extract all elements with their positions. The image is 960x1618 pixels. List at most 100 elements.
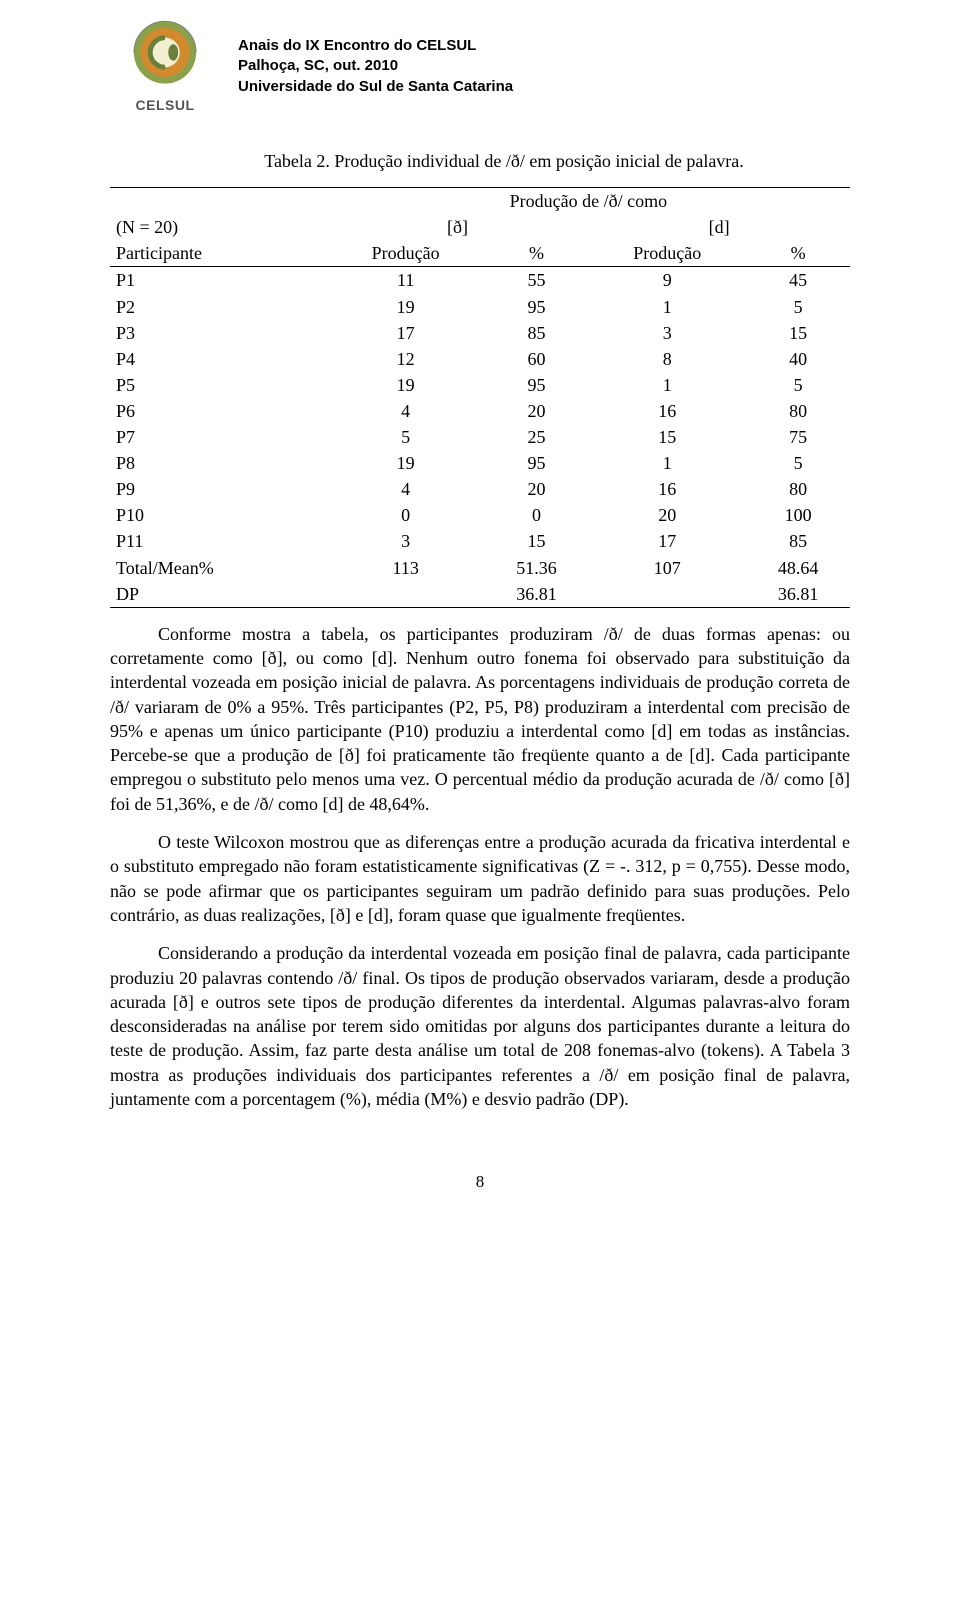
total-prod-d: 107 [588, 555, 746, 581]
table-cell: 75 [746, 424, 850, 450]
table-cell: P3 [110, 320, 327, 346]
table-row: P5199515 [110, 372, 850, 398]
table-row: P94201680 [110, 476, 850, 502]
table-cell: 15 [746, 320, 850, 346]
dp-prod-d [588, 581, 746, 608]
table-cell: 8 [588, 346, 746, 372]
logo-label: CELSUL [136, 96, 195, 115]
paragraph-1: Conforme mostra a tabela, os participant… [110, 622, 850, 816]
n-label: (N = 20) [110, 214, 327, 240]
table-cell: 80 [746, 476, 850, 502]
table-cell: 17 [327, 320, 485, 346]
sub-pct-eth: % [485, 240, 589, 267]
table-row: P64201680 [110, 398, 850, 424]
table-cell: 95 [485, 294, 589, 320]
table-row: P8199515 [110, 450, 850, 476]
institution-block: Anais do IX Encontro do CELSUL Palhoça, … [238, 36, 513, 97]
table-cell: 45 [746, 267, 850, 294]
table-row: P2199515 [110, 294, 850, 320]
table-cell: 20 [485, 398, 589, 424]
sub-prod-d: Produção [588, 240, 746, 267]
col-eth: [ð] [327, 214, 589, 240]
table-cell: P9 [110, 476, 327, 502]
inst-line-2: Palhoça, SC, out. 2010 [238, 56, 513, 76]
table-cell: P10 [110, 502, 327, 528]
total-pct-d: 48.64 [746, 555, 850, 581]
dp-row: DP 36.81 36.81 [110, 581, 850, 608]
table-cell: P4 [110, 346, 327, 372]
table-cell: 4 [327, 398, 485, 424]
table-cell: 60 [485, 346, 589, 372]
table-cell: 95 [485, 372, 589, 398]
table-cell: 1 [588, 372, 746, 398]
table-cell: 0 [327, 502, 485, 528]
table-cell: 11 [327, 267, 485, 294]
totals-row: Total/Mean% 113 51.36 107 48.64 [110, 555, 850, 581]
table-cell: 3 [327, 528, 485, 554]
table-cell: 17 [588, 528, 746, 554]
dp-pct-eth: 36.81 [485, 581, 589, 608]
table-cell: 20 [485, 476, 589, 502]
table-cell: 16 [588, 476, 746, 502]
total-prod-eth: 113 [327, 555, 485, 581]
paragraph-3: Considerando a produção da interdental v… [110, 941, 850, 1111]
col-group-row: (N = 20) [ð] [d] [110, 214, 850, 240]
table-cell: 3 [588, 320, 746, 346]
sub-participante: Participante [110, 240, 327, 267]
table-row: P41260840 [110, 346, 850, 372]
subheader-row: Participante Produção % Produção % [110, 240, 850, 267]
logo: CELSUL [110, 18, 220, 115]
table-cell: 20 [588, 502, 746, 528]
table-cell: 9 [588, 267, 746, 294]
page-header: CELSUL Anais do IX Encontro do CELSUL Pa… [110, 18, 850, 115]
table-cell: P8 [110, 450, 327, 476]
dp-prod-eth [327, 581, 485, 608]
table-cell: 16 [588, 398, 746, 424]
table-cell: 80 [746, 398, 850, 424]
table-cell: 1 [588, 450, 746, 476]
table-row: P31785315 [110, 320, 850, 346]
table-row: P11155945 [110, 267, 850, 294]
table-cell: 5 [746, 450, 850, 476]
table-cell: 5 [746, 294, 850, 320]
table-cell: 19 [327, 294, 485, 320]
table-cell: 85 [746, 528, 850, 554]
group-header: Produção de /ð/ como [327, 188, 850, 215]
table-cell: 19 [327, 372, 485, 398]
table-cell: P7 [110, 424, 327, 450]
sub-pct-d: % [746, 240, 850, 267]
page-number: 8 [110, 1171, 850, 1194]
total-label: Total/Mean% [110, 555, 327, 581]
table-cell: 100 [746, 502, 850, 528]
table-cell: P11 [110, 528, 327, 554]
table-cell: 55 [485, 267, 589, 294]
table-caption: Tabela 2. Produção individual de /ð/ em … [110, 149, 850, 173]
table-cell: P2 [110, 294, 327, 320]
table-cell: 25 [485, 424, 589, 450]
table-cell: 4 [327, 476, 485, 502]
table-cell: P6 [110, 398, 327, 424]
table-row: P100020100 [110, 502, 850, 528]
total-pct-eth: 51.36 [485, 555, 589, 581]
inst-line-3: Universidade do Sul de Santa Catarina [238, 77, 513, 97]
paragraph-2: O teste Wilcoxon mostrou que as diferenç… [110, 830, 850, 927]
table-cell: 15 [588, 424, 746, 450]
dp-label: DP [110, 581, 327, 608]
table-cell: 0 [485, 502, 589, 528]
inst-line-1: Anais do IX Encontro do CELSUL [238, 36, 513, 56]
group-header-row: Produção de /ð/ como [110, 188, 850, 215]
celsul-logo-icon [124, 18, 206, 100]
table-cell: 40 [746, 346, 850, 372]
table-cell: 5 [327, 424, 485, 450]
dp-pct-d: 36.81 [746, 581, 850, 608]
table-cell: 1 [588, 294, 746, 320]
table-cell: 95 [485, 450, 589, 476]
data-table: Produção de /ð/ como (N = 20) [ð] [d] Pa… [110, 187, 850, 608]
table-cell: 15 [485, 528, 589, 554]
table-cell: P1 [110, 267, 327, 294]
table-cell: 19 [327, 450, 485, 476]
col-d: [d] [588, 214, 850, 240]
table-row: P75251575 [110, 424, 850, 450]
table-row: P113151785 [110, 528, 850, 554]
table-cell: 5 [746, 372, 850, 398]
